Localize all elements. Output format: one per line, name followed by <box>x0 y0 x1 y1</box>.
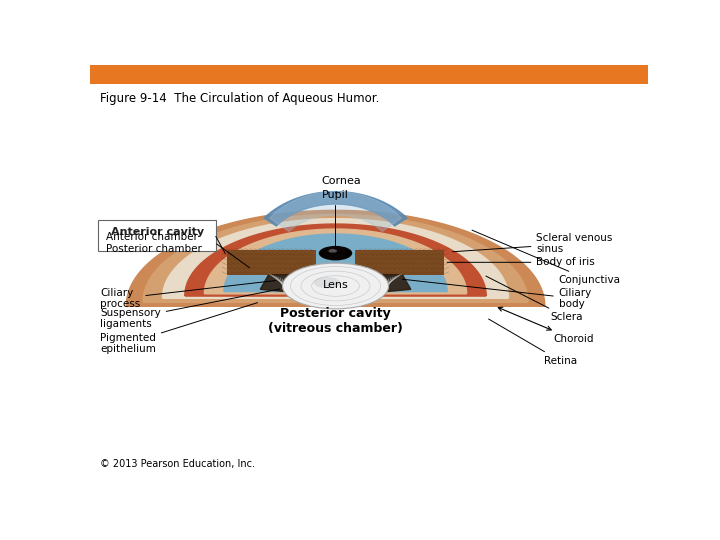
Text: Retina: Retina <box>489 319 577 366</box>
Polygon shape <box>163 219 508 298</box>
Text: Conjunctiva: Conjunctiva <box>472 230 621 285</box>
Polygon shape <box>185 224 486 295</box>
Text: Lens: Lens <box>323 280 348 290</box>
Ellipse shape <box>319 246 352 260</box>
Polygon shape <box>143 214 528 302</box>
Text: Anterior cavity: Anterior cavity <box>111 227 204 237</box>
Text: Anterior cavity: Anterior cavity <box>111 227 204 237</box>
Polygon shape <box>227 250 316 275</box>
Bar <box>90 65 648 84</box>
Text: Sclera: Sclera <box>486 276 583 322</box>
Polygon shape <box>126 211 545 306</box>
Ellipse shape <box>314 277 341 288</box>
Polygon shape <box>224 234 447 292</box>
Text: © 2013 Pearson Education, Inc.: © 2013 Pearson Education, Inc. <box>100 459 255 469</box>
Text: Ciliary
body: Ciliary body <box>402 279 592 309</box>
Text: Anterior chamber
Posterior chamber: Anterior chamber Posterior chamber <box>106 232 202 254</box>
FancyBboxPatch shape <box>99 220 216 251</box>
Text: Suspensory
ligaments: Suspensory ligaments <box>100 289 280 329</box>
Polygon shape <box>355 275 411 292</box>
Polygon shape <box>355 250 444 275</box>
Polygon shape <box>260 275 316 292</box>
Text: Pigmented
epithelium: Pigmented epithelium <box>100 302 258 354</box>
Text: Pupil: Pupil <box>322 190 349 249</box>
Text: Cornea: Cornea <box>321 176 361 193</box>
Polygon shape <box>270 192 401 232</box>
Polygon shape <box>264 192 407 226</box>
Ellipse shape <box>328 249 337 253</box>
Ellipse shape <box>282 263 389 309</box>
Text: Figure 9-14  The Circulation of Aqueous Humor.: Figure 9-14 The Circulation of Aqueous H… <box>100 92 379 105</box>
Text: Body of iris: Body of iris <box>447 257 595 267</box>
Text: Posterior cavity
(vitreous chamber): Posterior cavity (vitreous chamber) <box>268 307 403 334</box>
Text: Scleral venous
sinus: Scleral venous sinus <box>453 233 613 254</box>
Text: Choroid: Choroid <box>498 307 593 344</box>
Text: Ciliary
process: Ciliary process <box>100 280 276 309</box>
Polygon shape <box>204 229 467 294</box>
